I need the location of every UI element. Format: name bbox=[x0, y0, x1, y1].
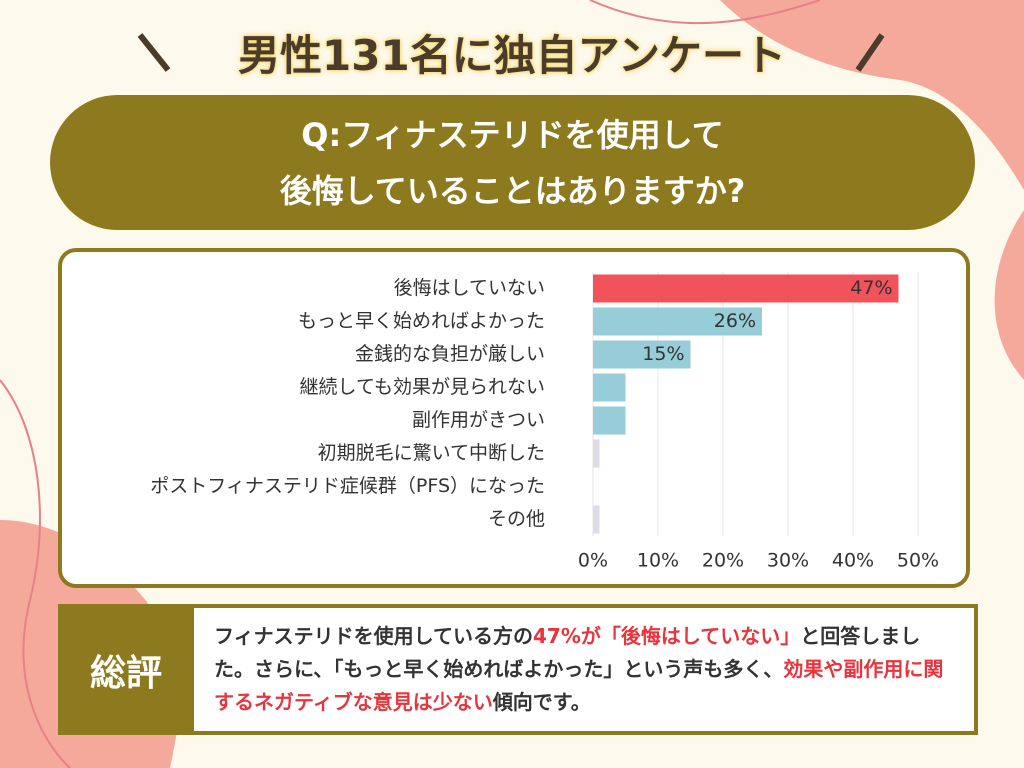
data-label: 47% bbox=[850, 277, 892, 299]
chart-box bbox=[58, 248, 970, 588]
x-tick-label: 40% bbox=[832, 550, 874, 572]
chart: 0% 10% 20% 30% 40% 50% 後悔はしていない 47% もっと早く始めればよかっ… bbox=[150, 272, 939, 572]
y-tick-label: その他 bbox=[488, 508, 545, 530]
title: 男性131名に独自アンケート bbox=[238, 31, 786, 80]
x-tick-label: 10% bbox=[637, 550, 679, 572]
summary-segment: 傾向です。 bbox=[492, 690, 591, 714]
question-line: 後悔していることはありますか? bbox=[279, 171, 746, 210]
x-tick-label: 50% bbox=[897, 550, 939, 572]
data-label: 15% bbox=[642, 343, 684, 365]
y-tick-label: 継続しても効果が見られない bbox=[300, 376, 545, 398]
y-tick-label: ポストフィナステリド症候群（PFS）になった bbox=[150, 475, 545, 497]
y-tick-label: もっと早く始めればよかった bbox=[298, 310, 545, 332]
data-label: 26% bbox=[714, 310, 756, 332]
bar bbox=[593, 505, 600, 534]
summary-text: フィナステリドを使用している方の47%が「後悔はしていない」と回答しました。さら… bbox=[194, 604, 978, 735]
bar bbox=[593, 307, 762, 336]
summary-segment: と回答しました。さらに、「もっと早く始めればよかった」という声も多く、 bbox=[214, 624, 921, 681]
summary-label: 総評 bbox=[58, 604, 194, 735]
x-tick-label: 30% bbox=[767, 550, 809, 572]
question-line: Q:フィナステリドを使用して bbox=[301, 115, 724, 154]
question: Q:フィナステリドを使用して 後悔していることはありますか? bbox=[50, 95, 975, 230]
bar bbox=[593, 274, 899, 303]
y-tick-label: 副作用がきつい bbox=[412, 409, 545, 431]
x-tick-label: 20% bbox=[702, 550, 744, 572]
y-tick-label: 金銭的な負担が厳しい bbox=[355, 343, 545, 365]
summary-segment: 効果や副作用に関するネガティブな意見は少ない bbox=[214, 657, 944, 714]
y-tick-label: 後悔はしていない bbox=[394, 277, 545, 299]
summary-body: フィナステリドを使用している方の47%が「後悔はしていない」と回答しました。さら… bbox=[214, 620, 956, 719]
bar bbox=[593, 340, 691, 369]
summary-segment: フィナステリドを使用している方の bbox=[214, 624, 533, 648]
summary-segment: 47%が「後悔はしていない」 bbox=[533, 624, 801, 648]
bar bbox=[593, 439, 600, 468]
bar bbox=[593, 373, 626, 402]
x-tick-label: 0% bbox=[578, 550, 608, 572]
y-tick-label: 初期脱毛に驚いて中断した bbox=[318, 442, 545, 464]
bar bbox=[593, 406, 626, 435]
